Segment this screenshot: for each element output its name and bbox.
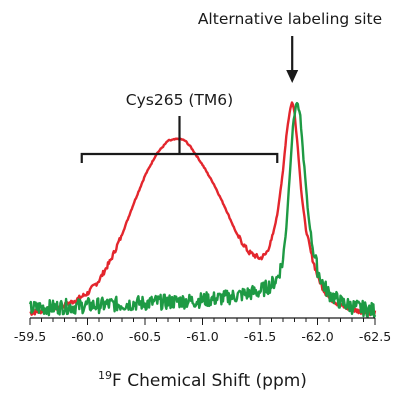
x-tick-label: -60.5 <box>129 329 161 344</box>
x-tick-label: -61.0 <box>186 329 218 344</box>
x-tick-label: -62.0 <box>301 329 333 344</box>
x-axis-label-text: F Chemical Shift (ppm) <box>112 371 307 391</box>
x-tick-label: -62.5 <box>359 329 391 344</box>
x-axis: -59.5 -60.0 -60.5 -61.0 -61.5 -62.0 -62.5 <box>14 317 391 344</box>
annotation-arrow-head <box>286 70 299 83</box>
annotation-cys265-label: Cys265 (TM6) <box>126 91 233 109</box>
series-line-2 <box>28 101 377 319</box>
annotations: Alternative labeling site Cys265 (TM6) <box>80 10 382 163</box>
x-tick-label: -59.5 <box>14 329 46 344</box>
x-axis-label-superscript: 19 <box>98 369 112 382</box>
x-tick-label: -61.5 <box>244 329 276 344</box>
x-axis-label: 19F Chemical Shift (ppm) <box>98 369 307 391</box>
annotation-bracket <box>80 116 279 163</box>
series-layer <box>28 101 377 319</box>
x-tick-label: -60.0 <box>71 329 103 344</box>
annotation-alternative-site-label: Alternative labeling site <box>198 10 382 28</box>
